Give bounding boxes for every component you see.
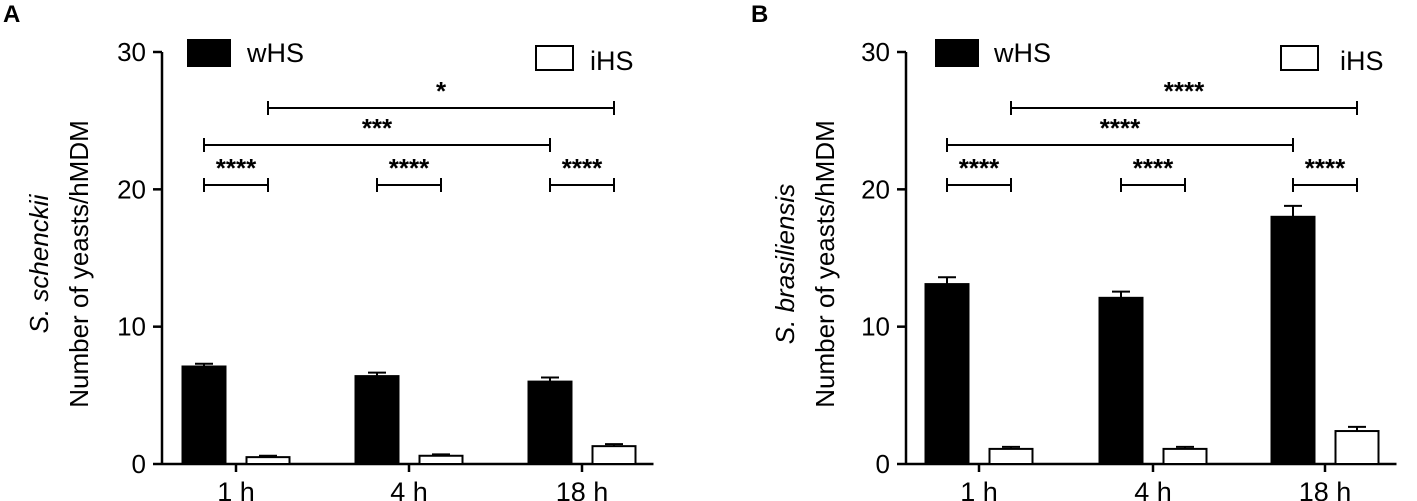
chart-panel-b: B 0 10 20 30 1 h 4 h 18 h S. brasiliensis Number … (751, 1, 1397, 501)
x-tick-label: 1 h (960, 477, 998, 501)
chart-panel-a: A 0 10 20 30 1 h 4 h 18 h S. schenckii Number of … (3, 1, 654, 501)
bar-ihs (245, 456, 291, 465)
y-tick-label: 30 (117, 37, 146, 67)
y-tick-label: 0 (876, 449, 890, 479)
legend-swatch-whs (187, 39, 231, 67)
y-axis-label-species: S. schenckii (24, 193, 54, 333)
legend-label-whs: wHS (246, 38, 304, 68)
y-axis-label-species: S. brasiliensis (770, 184, 800, 344)
significance-label: **** (216, 153, 257, 183)
y-axis-label: Number of yeasts/hMDM (64, 120, 94, 408)
legend-swatch-ihs (535, 45, 574, 71)
legend-label-whs: wHS (993, 38, 1051, 68)
significance-label: **** (1100, 113, 1141, 143)
significance-label: **** (389, 153, 430, 183)
bar-ihs (1334, 430, 1380, 466)
x-tick-label: 18 h (556, 477, 609, 501)
bar-whs (527, 380, 573, 466)
bar-whs (1098, 296, 1144, 465)
significance-label: **** (959, 153, 1000, 183)
legend-label-ihs: iHS (1340, 46, 1384, 76)
panel-label: B (751, 1, 768, 28)
significance-label: **** (1133, 153, 1174, 183)
bar-ihs (1162, 447, 1208, 466)
bar-whs (354, 375, 400, 465)
bar-ihs (988, 447, 1034, 466)
x-tick-label: 18 h (1299, 477, 1352, 501)
bar-ihs (418, 454, 464, 466)
x-tick-label: 4 h (1134, 477, 1172, 501)
panel-label: A (3, 1, 20, 28)
bar-ihs (591, 445, 637, 465)
bar-whs (1270, 215, 1316, 465)
y-tick-label: 10 (117, 312, 146, 342)
y-tick-label: 30 (861, 37, 890, 67)
significance-label: *** (362, 113, 393, 143)
significance-label: * (436, 76, 447, 106)
y-tick-label: 10 (861, 312, 890, 342)
significance-label: **** (562, 153, 603, 183)
y-tick-label: 20 (117, 174, 146, 204)
legend-swatch-whs (935, 39, 979, 67)
bar-whs (181, 365, 227, 466)
significance-label: **** (1164, 76, 1205, 106)
x-tick-label: 4 h (390, 477, 428, 501)
y-tick-label: 20 (861, 174, 890, 204)
y-axis-label: Number of yeasts/hMDM (810, 120, 840, 408)
bar-whs (924, 283, 970, 465)
legend-swatch-ihs (1280, 45, 1319, 71)
x-tick-label: 1 h (217, 477, 255, 501)
legend-label-ihs: iHS (590, 46, 634, 76)
y-tick-label: 0 (132, 449, 146, 479)
significance-label: **** (1305, 153, 1346, 183)
